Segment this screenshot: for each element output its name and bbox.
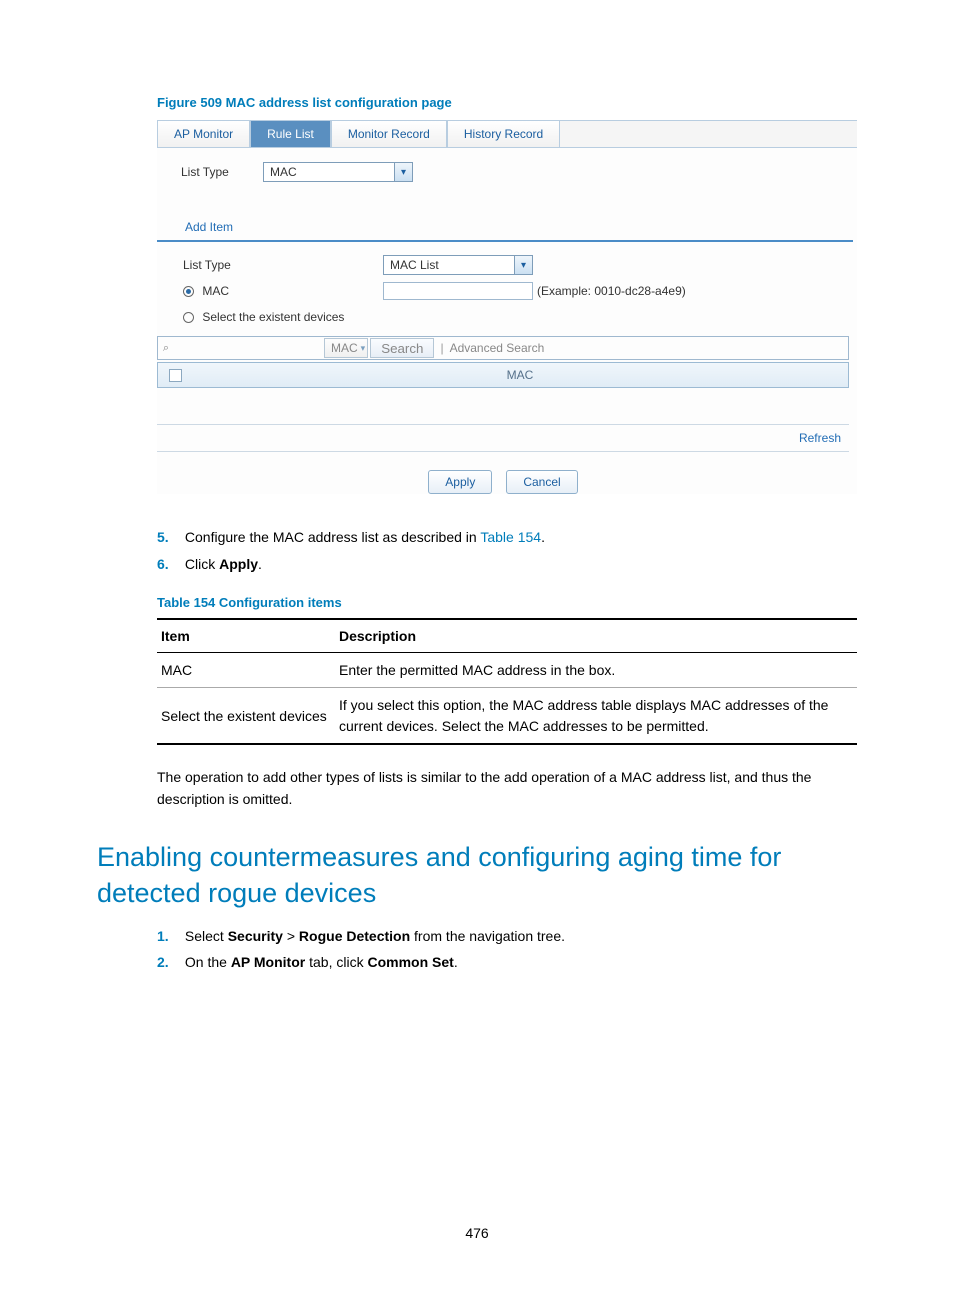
mac-example: (Example: 0010-dc28-a4e9)	[537, 284, 686, 298]
tab-history-record[interactable]: History Record	[447, 120, 560, 147]
config-screenshot: AP Monitor Rule List Monitor Record Hist…	[157, 120, 857, 494]
list-type-dropdown[interactable]: MAC ▾	[263, 162, 413, 182]
inner-list-type-dropdown[interactable]: MAC List ▾	[383, 255, 533, 275]
configuration-items-table: Item Description MAC Enter the permitted…	[157, 618, 857, 745]
search-button[interactable]: Search	[370, 338, 434, 358]
table-154-link[interactable]: Table 154	[480, 529, 541, 545]
mac-column-header: MAC	[192, 368, 848, 382]
add-item-heading: Add Item	[157, 214, 853, 242]
cancel-button[interactable]: Cancel	[506, 470, 577, 494]
table-row: MAC Enter the permitted MAC address in t…	[157, 653, 857, 688]
tab-bar: AP Monitor Rule List Monitor Record Hist…	[157, 120, 857, 148]
refresh-link[interactable]: Refresh	[799, 431, 841, 445]
tab-rule-list[interactable]: Rule List	[250, 120, 331, 147]
step-1: 1. Select Security > Rogue Detection fro…	[157, 923, 857, 950]
separator: |	[440, 341, 443, 355]
mac-radio-label: MAC	[202, 284, 229, 298]
apply-button[interactable]: Apply	[428, 470, 492, 494]
tab-monitor-record[interactable]: Monitor Record	[331, 120, 447, 147]
list-type-value: MAC	[264, 165, 303, 179]
search-bar: ⌕ MAC ▾ Search | Advanced Search	[157, 336, 849, 360]
advanced-search-link[interactable]: Advanced Search	[450, 341, 545, 355]
note-paragraph: The operation to add other types of list…	[157, 767, 857, 810]
mac-radio[interactable]	[183, 286, 194, 297]
instruction-list: 5. Configure the MAC address list as des…	[157, 524, 857, 577]
search-filter-value: MAC	[331, 341, 358, 355]
select-all-checkbox[interactable]	[169, 369, 182, 382]
col-description: Description	[335, 619, 857, 653]
mac-input[interactable]	[383, 282, 533, 300]
chevron-down-icon: ▾	[361, 343, 366, 354]
col-item: Item	[157, 619, 335, 653]
mac-table-header: MAC	[157, 362, 849, 388]
page-number: 476	[0, 1225, 954, 1241]
figure-caption: Figure 509 MAC address list configuratio…	[157, 95, 857, 110]
select-existing-radio[interactable]	[183, 312, 194, 323]
list-type-label: List Type	[181, 165, 251, 179]
step-number: 1.	[157, 923, 181, 950]
tab-ap-monitor[interactable]: AP Monitor	[157, 120, 250, 147]
chevron-down-icon: ▾	[394, 163, 412, 181]
table-row: Select the existent devices If you selec…	[157, 688, 857, 744]
table-caption: Table 154 Configuration items	[157, 595, 857, 610]
select-existing-label: Select the existent devices	[202, 310, 344, 324]
section-heading: Enabling countermeasures and configuring…	[97, 840, 857, 910]
instruction-list-2: 1. Select Security > Rogue Detection fro…	[157, 923, 857, 976]
inner-list-type-label: List Type	[183, 258, 383, 272]
inner-list-type-value: MAC List	[384, 258, 445, 272]
search-icon: ⌕	[158, 342, 174, 355]
search-filter-dropdown[interactable]: MAC ▾	[324, 338, 368, 358]
step-number: 6.	[157, 551, 181, 578]
step-6: 6. Click Apply.	[157, 551, 857, 578]
chevron-down-icon: ▾	[514, 256, 532, 274]
step-2: 2. On the AP Monitor tab, click Common S…	[157, 949, 857, 976]
step-number: 5.	[157, 524, 181, 551]
step-number: 2.	[157, 949, 181, 976]
step-5: 5. Configure the MAC address list as des…	[157, 524, 857, 551]
